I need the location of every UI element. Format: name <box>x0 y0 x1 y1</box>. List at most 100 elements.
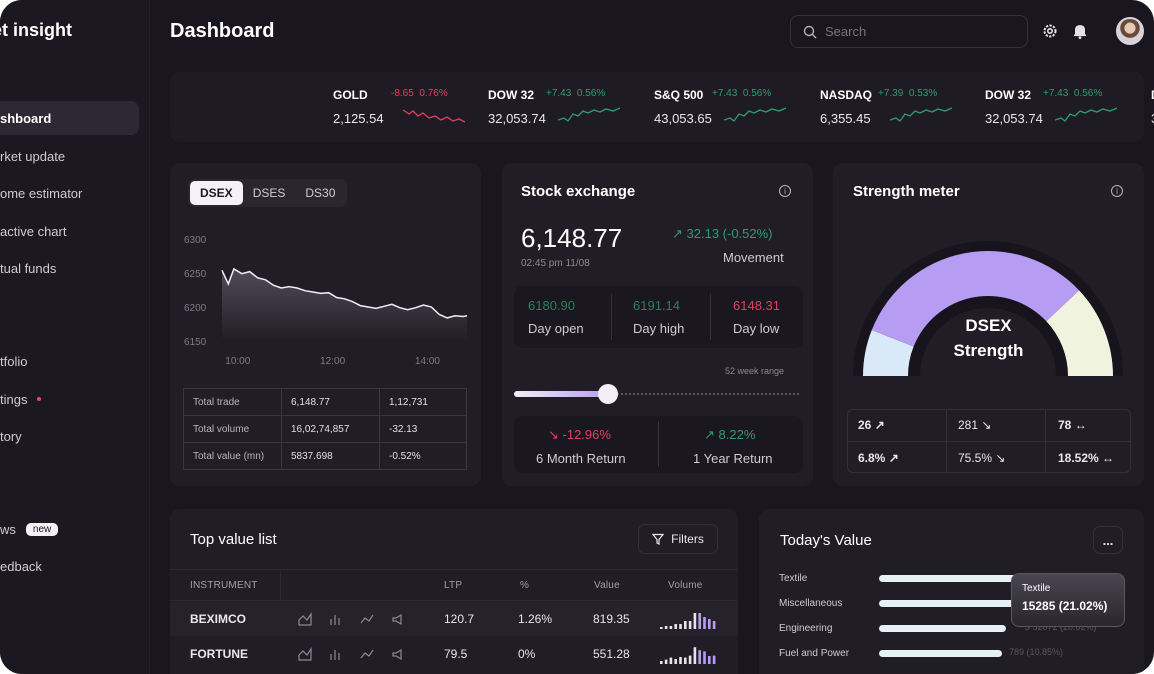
col-ltp: LTP <box>444 580 463 591</box>
stat-extra: -0.52% <box>379 442 467 470</box>
divider <box>658 421 659 467</box>
stat-label: Total volume <box>183 415 282 443</box>
ticker-change-value: +7.43 <box>712 88 738 99</box>
area-chart-icon[interactable] <box>298 612 312 626</box>
col-volume: Volume <box>668 580 703 591</box>
sidebar-item-feedback[interactable]: edback <box>0 549 139 583</box>
sparkline-path <box>558 107 620 122</box>
icon-path <box>392 648 402 661</box>
info-icon[interactable]: i <box>1111 185 1123 197</box>
tab-dsex[interactable]: DSEX <box>190 181 243 205</box>
strength-decline-count: 281 ↘ <box>958 418 991 432</box>
search-icon <box>803 25 817 38</box>
sector-label: Fuel and Power <box>779 648 850 659</box>
stat-label: Total trade <box>183 388 282 416</box>
sidebar-item-label: ws <box>0 521 16 537</box>
sector-bar[interactable] <box>879 575 1124 582</box>
sector-bar[interactable] <box>879 650 1002 657</box>
volume-bar <box>693 613 697 629</box>
sector-bar[interactable] <box>879 600 1026 607</box>
tooltip-title: Textile <box>1022 583 1051 594</box>
six-month-return-label: 6 Month Return <box>536 451 626 466</box>
sidebar-item-settings[interactable]: tings <box>0 382 139 416</box>
grid-value: 78 <box>1058 418 1072 432</box>
ltp-value: 79.5 <box>444 647 468 661</box>
sidebar-item-income-estimator[interactable]: ome estimator <box>0 176 139 210</box>
sidebar-item-history[interactable]: tory <box>0 419 139 453</box>
table-row[interactable]: FORTUNE 79.5 0% 551.28 <box>170 637 738 671</box>
volume-bar <box>660 661 663 664</box>
series-line <box>221 267 468 319</box>
divider <box>710 294 711 340</box>
ticker-5[interactable]: DOW 32+7.43 0.56%32,053.74 <box>1151 76 1154 142</box>
sidebar-item-label: tual funds <box>0 260 57 276</box>
sidebar-item-dashboard[interactable]: shboard <box>0 101 139 135</box>
more-options-button[interactable]: ... <box>1093 526 1123 554</box>
sidebar-item-interactive-chart[interactable]: active chart <box>0 214 139 248</box>
top-value-title: Top value list <box>190 531 277 548</box>
ticker-sparkline <box>403 109 465 123</box>
ticker-2[interactable]: S&Q 500 +7.43 0.56% 43,053.65 <box>654 76 814 142</box>
x-tick-label: 14:00 <box>415 356 440 367</box>
bar-chart-icon[interactable] <box>329 647 343 661</box>
user-avatar[interactable] <box>1116 17 1144 45</box>
bar-chart-icon[interactable] <box>329 612 343 626</box>
icon-path <box>392 613 402 626</box>
stat-extra: 1,12,731 <box>379 388 467 416</box>
settings-gear-icon[interactable] <box>1041 22 1059 40</box>
sector-label: Miscellaneous <box>779 598 843 609</box>
sidebar-item-market-update[interactable]: rket update <box>0 139 139 173</box>
ticker-change-pct: 0.56% <box>1073 88 1103 99</box>
stat-value: 6,148.77 <box>281 388 380 416</box>
area-chart-icon[interactable] <box>298 647 312 661</box>
tab-ds30[interactable]: DS30 <box>305 186 336 200</box>
table-row[interactable]: BEXIMCO 120.7 1.26% 819.35 <box>170 602 738 636</box>
sidebar-item-news[interactable]: ws new <box>0 512 139 546</box>
sector-bar[interactable] <box>879 625 1007 632</box>
ticker-value: 2,125.54 <box>333 111 384 126</box>
sidebar-item-label: tfolio <box>0 353 28 369</box>
line-chart-icon[interactable] <box>360 647 374 661</box>
search-input[interactable]: Search <box>790 15 1028 48</box>
volume-bar <box>674 624 677 629</box>
line-chart-icon[interactable] <box>360 612 374 626</box>
sidebar: et insight shboard rket update ome estim… <box>0 0 150 674</box>
ticker-1[interactable]: DOW 32 +7.43 0.56% 32,053.74 <box>488 76 648 142</box>
ticker-4[interactable]: DOW 32 +7.43 0.56% 32,053.74 <box>985 76 1145 142</box>
announcement-icon[interactable] <box>391 647 405 661</box>
sidebar-item-mutual-funds[interactable]: tual funds <box>0 251 139 285</box>
divider <box>1045 410 1046 472</box>
y-tick-label: 6300 <box>184 235 207 246</box>
volume-bar <box>669 657 673 664</box>
ticker-change: +7.43 0.56% <box>1043 88 1102 99</box>
ltp-value: 120.7 <box>444 612 475 626</box>
ticker-3[interactable]: NASDAQ +7.39 0.53% 6,355.45 <box>820 76 980 142</box>
range-handle[interactable] <box>598 384 619 404</box>
ticker-sparkline <box>890 107 952 122</box>
volume-bar <box>703 617 706 629</box>
range-label: 52 week range <box>725 366 785 376</box>
filters-button[interactable]: Filters <box>638 524 718 554</box>
icon-path <box>330 615 340 625</box>
grid-value: 75.5% <box>958 451 993 465</box>
volume-bar <box>684 621 687 629</box>
strength-advance-pct: 6.8% ↗ <box>858 451 899 465</box>
sidebar-item-label: active chart <box>0 223 67 239</box>
sparkline-path <box>403 109 465 123</box>
volume-bar <box>679 657 682 664</box>
sidebar-item-portfolio[interactable]: tfolio <box>0 344 139 378</box>
volume-bar <box>688 621 692 629</box>
line-area <box>222 268 467 341</box>
divider <box>611 294 612 340</box>
ticker-0[interactable]: GOLD -8.65 0.76% 2,125.54 <box>333 76 493 142</box>
announcement-icon[interactable] <box>391 612 405 626</box>
52-week-range-slider[interactable] <box>514 384 799 404</box>
volume-bar <box>664 626 668 629</box>
info-icon[interactable]: i <box>779 185 791 197</box>
ticker-name: DOW 32 <box>1151 88 1154 102</box>
ticker-value: 32,053.74 <box>985 111 1043 126</box>
sidebar-item-label: edback <box>0 558 42 574</box>
bell-icon[interactable] <box>1071 22 1089 40</box>
tab-dses[interactable]: DSES <box>252 186 286 200</box>
